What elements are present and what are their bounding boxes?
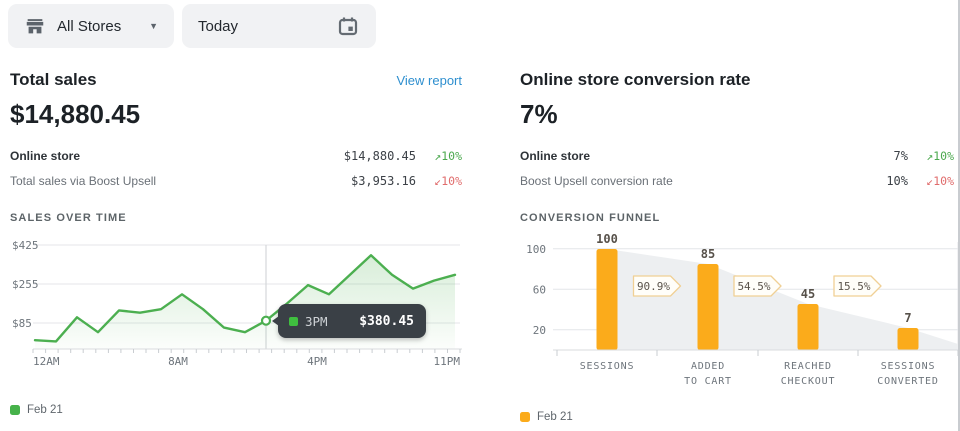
tooltip-value: $380.45 [359,313,414,329]
conversion-funnel-chart[interactable]: 100 60 20 100 85 45 7 90.9% 54.5% 15.5% … [520,232,959,397]
bar-value-label: 100 [596,232,618,246]
svg-text:20: 20 [533,324,546,337]
metric-delta-up: ↗10% [434,148,462,163]
metric-row-online-store-rate: Online store 7% ↗10% [520,143,954,168]
metric-delta-down: ↙10% [434,173,462,188]
svg-text:12AM: 12AM [33,355,60,368]
sales-line[interactable] [33,254,457,343]
metric-delta-down: ↙10% [926,173,954,188]
conversion-funnel-label: CONVERSION FUNNEL [520,212,661,224]
chart-tooltip: 3PM $380.45 [272,304,426,338]
svg-text:100: 100 [526,243,546,256]
conversion-funnel-svg: 100 60 20 100 85 45 7 90.9% 54.5% 15.5% … [526,232,959,387]
storefront-icon [24,15,46,37]
conversion-rate-value: 7% [520,99,558,129]
bar-value-label: 7 [904,311,911,325]
store-selector-label: All Stores [57,17,122,35]
funnel-step-percentage: 90.9% [637,280,670,293]
tooltip-series-swatch [289,316,298,326]
legend-swatch-green [10,405,20,415]
funnel-bar[interactable] [596,249,618,350]
metric-delta-up: ↗10% [926,148,954,163]
metric-value: 7% [893,148,908,163]
funnel-category-label: ADDED [691,361,725,372]
bar-value-label: 85 [701,247,715,261]
metric-label: Online store [520,148,591,163]
metric-label: Online store [10,148,81,163]
chevron-down-icon: ▼ [149,21,158,31]
bar-value-label: 45 [801,287,815,301]
funnel-bar[interactable] [697,264,719,350]
sales-legend: Feb 21 [10,404,462,416]
legend-swatch-orange [520,412,530,422]
sales-over-time-chart[interactable]: $425 $255 $85 12AM 8AM 4PM 11PM 3PM $380… [10,232,465,382]
conversion-breakdown: Online store 7% ↗10% Boost Upsell conver… [520,143,954,193]
funnel-step-percentage: 15.5% [837,280,870,293]
legend-label: Feb 21 [27,404,63,416]
metric-row-boost-upsell: Total sales via Boost Upsell $3,953.16 ↙… [10,168,462,193]
dashboard-panels: Total sales View report $14,880.45 Onlin… [0,48,960,423]
svg-text:4PM: 4PM [307,355,327,368]
view-report-link[interactable]: View report [396,73,462,88]
date-selector-button[interactable]: Today [182,4,376,48]
tooltip-time: 3PM [305,313,328,329]
svg-text:8AM: 8AM [168,355,188,368]
total-sales-title: Total sales [10,70,97,89]
metric-label: Boost Upsell conversion rate [520,173,673,188]
conversion-rate-panel: Online store conversion rate 7% Online s… [520,70,959,423]
metric-label: Total sales via Boost Upsell [10,173,157,188]
conversion-rate-title: Online store conversion rate [520,70,751,89]
svg-text:$255: $255 [12,278,39,291]
total-sales-value: $14,880.45 [10,99,141,129]
funnel-step-badge [733,275,782,297]
svg-text:$425: $425 [12,239,39,252]
highlighted-data-point[interactable] [260,315,272,326]
funnel-category-label: CONVERTED [877,376,938,387]
funnel-category-label: REACHED [784,361,832,372]
funnel-step-badge [833,275,882,297]
funnel-step-badge [632,275,682,297]
svg-text:$85: $85 [12,317,32,330]
store-selector-button[interactable]: All Stores ▼ [8,4,174,48]
funnel-bar[interactable] [797,304,819,350]
window-edge [958,0,960,431]
metric-row-boost-upsell-rate: Boost Upsell conversion rate 10% ↙10% [520,168,954,193]
funnel-step-percentage: 54.5% [737,280,770,293]
funnel-category-label: SESSIONS [881,361,936,372]
total-sales-breakdown: Online store $14,880.45 ↗10% Total sales… [10,143,462,193]
funnel-category-label: TO CART [684,376,732,387]
funnel-bar[interactable] [897,328,919,350]
svg-text:11PM: 11PM [434,355,461,368]
date-selector-label: Today [198,17,239,35]
sales-over-time-label: SALES OVER TIME [10,212,127,224]
funnel-legend: Feb 21 [520,411,954,423]
topbar: All Stores ▼ Today [0,0,960,48]
svg-text:60: 60 [533,283,546,296]
metric-row-online-store: Online store $14,880.45 ↗10% [10,143,462,168]
total-sales-panel: Total sales View report $14,880.45 Onlin… [10,70,465,423]
funnel-category-label: CHECKOUT [781,376,836,387]
metric-value: $3,953.16 [350,173,416,188]
metric-value: 10% [886,173,908,188]
funnel-category-label: SESSIONS [580,361,635,372]
legend-label: Feb 21 [537,411,573,423]
calendar-icon [336,14,360,38]
metric-value: $14,880.45 [343,148,416,163]
funnel-shadow-area [607,249,958,350]
